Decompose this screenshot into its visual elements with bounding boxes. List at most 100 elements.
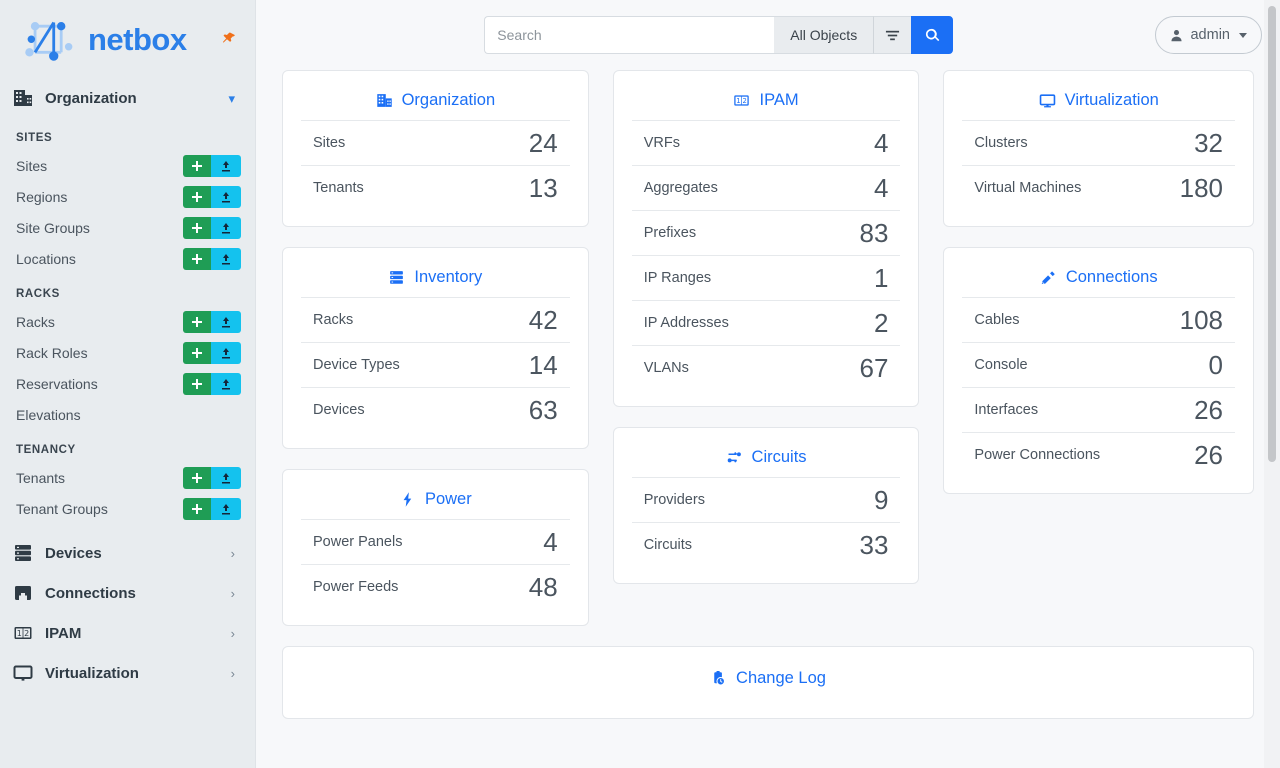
chevron-right-icon[interactable]: › <box>230 665 235 681</box>
stat-row[interactable]: IP Ranges 1 <box>631 255 901 300</box>
import-reservations-button[interactable] <box>211 372 241 395</box>
stat-row[interactable]: Sites 24 <box>301 120 570 165</box>
stat-row[interactable]: Racks 42 <box>301 297 570 342</box>
stat-row[interactable]: Prefixes 83 <box>631 210 901 255</box>
card-title-changelog[interactable]: Change Log <box>301 663 1235 698</box>
stat-row[interactable]: Providers 9 <box>631 477 901 522</box>
filter-icon[interactable] <box>873 16 912 54</box>
user-menu-button[interactable]: admin <box>1155 16 1262 54</box>
stat-row[interactable]: Power Feeds 48 <box>301 564 570 609</box>
sidebar-item-tenant-groups[interactable]: Tenant Groups <box>0 493 255 524</box>
stat-label: Power Panels <box>313 534 403 550</box>
sidebar-item-racks[interactable]: Racks <box>0 306 255 337</box>
sidebar-group-virtualization[interactable]: Virtualization › <box>0 653 255 693</box>
stat-row[interactable]: Power Panels 4 <box>301 519 570 564</box>
add-regions-button[interactable] <box>183 185 211 208</box>
scrollbar-track[interactable] <box>1264 0 1280 768</box>
sidebar-group-organization[interactable]: Organization ▾ <box>0 78 255 118</box>
pin-icon[interactable] <box>221 31 237 47</box>
import-racks-button[interactable] <box>211 310 241 333</box>
import-locations-button[interactable] <box>211 247 241 270</box>
card-title-label: IPAM <box>759 91 799 109</box>
card-title-virtualization[interactable]: Virtualization <box>962 85 1235 120</box>
brand-header[interactable]: netbox <box>0 0 255 78</box>
card-title-label: Virtualization <box>1064 91 1159 109</box>
top-bar: All Objects admin <box>256 0 1280 70</box>
sidebar-item-locations[interactable]: Locations <box>0 243 255 274</box>
stat-row[interactable]: Interfaces 26 <box>962 387 1236 432</box>
card-title-inventory[interactable]: Inventory <box>301 262 570 297</box>
add-site-groups-button[interactable] <box>183 216 211 239</box>
stat-row[interactable]: Devices 63 <box>301 387 570 432</box>
import-tenant-groups-button[interactable] <box>211 497 241 520</box>
add-reservations-button[interactable] <box>183 372 211 395</box>
svg-text:1: 1 <box>737 97 741 105</box>
chevron-right-icon[interactable]: › <box>230 545 235 561</box>
add-tenant-groups-button[interactable] <box>183 497 211 520</box>
add-sites-button[interactable] <box>183 154 211 177</box>
stat-value: 0 <box>1208 350 1224 380</box>
sidebar-group-devices[interactable]: Devices › <box>0 533 255 573</box>
stat-row[interactable]: Circuits 33 <box>631 522 901 567</box>
card-title-ipam[interactable]: 1 2 IPAM <box>632 85 901 120</box>
sidebar-item-sites[interactable]: Sites <box>0 150 255 181</box>
chevron-right-icon[interactable]: › <box>230 625 235 641</box>
stat-label: Tenants <box>313 180 364 196</box>
sidebar-group-connections[interactable]: Connections › <box>0 573 255 613</box>
svg-text:2: 2 <box>743 97 747 105</box>
import-regions-button[interactable] <box>211 185 241 208</box>
sidebar-item-elevations[interactable]: Elevations <box>0 399 255 430</box>
add-locations-button[interactable] <box>183 247 211 270</box>
stat-row[interactable]: VLANs 67 <box>631 345 901 390</box>
sidebar-item-label: Tenant Groups <box>16 500 108 517</box>
stat-value: 83 <box>859 218 889 248</box>
stat-row[interactable]: Console 0 <box>962 342 1236 387</box>
card-title-power[interactable]: Power <box>301 484 570 519</box>
sidebar-item-actions <box>183 247 241 270</box>
sidebar-item-actions <box>183 497 241 520</box>
stat-row[interactable]: Power Connections 26 <box>962 432 1236 477</box>
search-submit-button[interactable] <box>911 16 954 54</box>
stat-row[interactable]: IP Addresses 2 <box>631 300 901 345</box>
stat-label: Devices <box>313 402 365 418</box>
sidebar-group-ipam[interactable]: 1 2 IPAM › <box>0 613 255 653</box>
stat-value: 4 <box>543 527 558 557</box>
chevron-right-icon[interactable]: › <box>230 585 235 601</box>
stat-row[interactable]: Clusters 32 <box>962 120 1236 165</box>
search-scope-dropdown[interactable]: All Objects <box>774 16 874 54</box>
dashboard-column-1: Organization Sites 24 Tenants 13 <box>270 70 601 646</box>
stat-label: Sites <box>313 135 346 151</box>
import-sites-button[interactable] <box>211 154 241 177</box>
sidebar-item-tenants[interactable]: Tenants <box>0 462 255 493</box>
stat-row[interactable]: Aggregates 4 <box>631 165 901 210</box>
sidebar-section-title-sites: SITES <box>16 132 53 144</box>
dashboard-column-3: Virtualization Clusters 32 Virtual Machi… <box>931 70 1266 514</box>
card-title-circuits[interactable]: Circuits <box>632 442 901 477</box>
sidebar-item-reservations[interactable]: Reservations <box>0 368 255 399</box>
stat-value: 63 <box>528 395 558 425</box>
card-title-connections[interactable]: Connections <box>962 262 1235 297</box>
sidebar-item-rack-roles[interactable]: Rack Roles <box>0 337 255 368</box>
import-site-groups-button[interactable] <box>211 216 241 239</box>
add-tenants-button[interactable] <box>183 466 211 489</box>
search-input[interactable] <box>484 16 775 54</box>
stat-row[interactable]: Device Types 14 <box>301 342 570 387</box>
add-racks-button[interactable] <box>183 310 211 333</box>
import-rack-roles-button[interactable] <box>211 341 241 364</box>
chevron-down-icon[interactable]: ▾ <box>228 90 235 106</box>
building-icon <box>12 87 34 109</box>
stat-row[interactable]: Virtual Machines 180 <box>962 165 1236 210</box>
sidebar-item-site-groups[interactable]: Site Groups <box>0 212 255 243</box>
sidebar-item-label: Sites <box>16 157 48 174</box>
stat-row[interactable]: Tenants 13 <box>301 165 570 210</box>
add-rack-roles-button[interactable] <box>183 341 211 364</box>
card-circuits: Circuits Providers 9 Circuits 33 <box>612 427 920 584</box>
card-virtualization: Virtualization Clusters 32 Virtual Machi… <box>943 70 1255 227</box>
card-title-organization[interactable]: Organization <box>301 85 570 120</box>
import-tenants-button[interactable] <box>211 466 241 489</box>
scrollbar-thumb[interactable] <box>1268 6 1276 462</box>
stat-row[interactable]: Cables 108 <box>962 297 1236 342</box>
stat-value: 4 <box>873 128 889 158</box>
sidebar-item-regions[interactable]: Regions <box>0 181 255 212</box>
stat-row[interactable]: VRFs 4 <box>631 120 901 165</box>
